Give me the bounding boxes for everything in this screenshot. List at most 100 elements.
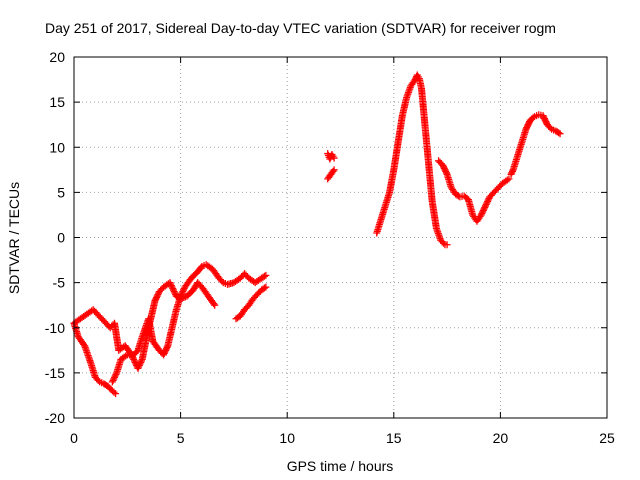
data-point-marker xyxy=(130,357,138,365)
data-point xyxy=(539,112,547,120)
data-point xyxy=(112,390,120,398)
data-point-marker xyxy=(122,352,130,360)
data-point-marker xyxy=(112,370,120,378)
data-point-marker xyxy=(329,167,337,175)
y-tick-label: 5 xyxy=(57,184,65,200)
data-point-marker xyxy=(160,349,168,357)
data-point xyxy=(507,170,515,178)
data-point-marker xyxy=(178,289,186,297)
data-point-marker xyxy=(440,163,448,171)
data-point-marker xyxy=(111,373,119,381)
data-point xyxy=(481,202,489,210)
data-point xyxy=(439,161,447,169)
data-point xyxy=(262,283,270,291)
data-point-marker xyxy=(162,346,170,354)
y-tick-label: -20 xyxy=(45,410,65,426)
data-point-marker xyxy=(503,176,511,184)
data-point xyxy=(505,175,513,183)
data-marks xyxy=(70,71,564,398)
axis-ticks xyxy=(73,56,608,419)
data-point xyxy=(443,241,451,249)
data-point-marker xyxy=(153,292,161,300)
data-point-marker xyxy=(540,115,548,123)
y-tick-label: 15 xyxy=(49,94,65,110)
data-point-marker xyxy=(136,360,144,368)
data-point-marker xyxy=(481,203,489,211)
data-point-marker xyxy=(167,282,175,290)
data-point-marker xyxy=(170,288,178,296)
data-point-marker xyxy=(137,358,145,366)
data-point-marker xyxy=(523,122,531,130)
data-point-marker xyxy=(168,283,176,291)
data-point-marker xyxy=(523,124,531,132)
data-point-marker xyxy=(483,199,491,207)
data-point xyxy=(330,154,338,162)
y-tick-label: -15 xyxy=(45,365,65,381)
data-point xyxy=(262,271,270,279)
data-point-marker xyxy=(524,121,532,129)
data-point-marker xyxy=(154,291,162,299)
data-point-marker xyxy=(542,118,550,126)
data-point-marker xyxy=(540,113,548,121)
y-tick-label: 10 xyxy=(49,139,65,155)
data-point-marker xyxy=(210,300,218,308)
data-point xyxy=(177,292,185,300)
data-point-marker xyxy=(162,345,170,353)
data-point-marker xyxy=(441,166,449,174)
chart-title: Day 251 of 2017, Sidereal Day-to-day VTE… xyxy=(45,20,556,36)
data-point-marker xyxy=(508,169,516,177)
grid xyxy=(74,57,607,418)
data-point-marker xyxy=(479,206,487,214)
y-tick-label: 20 xyxy=(49,49,65,65)
x-tick-label: 0 xyxy=(70,430,78,446)
data-point-marker xyxy=(442,169,450,177)
data-point-marker xyxy=(171,289,179,297)
data-point-marker xyxy=(440,164,448,172)
data-point xyxy=(166,279,174,287)
data-point-marker xyxy=(484,196,492,204)
y-tick-label: -10 xyxy=(45,320,65,336)
x-tick-label: 5 xyxy=(177,430,185,446)
data-point-marker xyxy=(138,357,146,365)
data-point-marker xyxy=(163,343,171,351)
x-tick-label: 20 xyxy=(493,430,509,446)
x-tick-label: 10 xyxy=(279,430,295,446)
data-point-marker xyxy=(135,363,143,371)
y-tick-labels: -20 -15 -10 -5 0 5 10 15 20 xyxy=(45,49,65,426)
data-point-marker xyxy=(525,119,533,127)
data-point xyxy=(160,351,168,359)
data-point-marker xyxy=(169,285,177,293)
data-point-marker xyxy=(135,361,143,369)
data-point-marker xyxy=(179,288,187,296)
y-axis-label: SDTVAR / TECUs xyxy=(6,182,22,294)
x-tick-label: 15 xyxy=(386,430,402,446)
x-tick-label: 25 xyxy=(599,430,615,446)
data-point-marker xyxy=(508,167,516,175)
data-point-marker xyxy=(479,208,487,216)
data-point-marker xyxy=(440,239,448,247)
data-point-marker xyxy=(94,376,102,384)
data-point xyxy=(330,166,338,174)
data-point-marker xyxy=(484,197,492,205)
data-point xyxy=(522,125,530,133)
data-point-marker xyxy=(442,167,450,175)
data-point-marker xyxy=(555,129,563,137)
data-point-marker xyxy=(529,114,537,122)
data-point-marker xyxy=(110,388,118,396)
data-point-marker xyxy=(152,294,160,302)
data-point-marker xyxy=(111,372,119,380)
data-point-marker xyxy=(478,209,486,217)
data-point-marker xyxy=(480,205,488,213)
data-point-marker xyxy=(541,116,549,124)
data-point-marker xyxy=(167,280,175,288)
data-point xyxy=(556,130,564,138)
data-point-marker xyxy=(179,286,187,294)
data-point-marker xyxy=(260,272,268,280)
data-point-marker xyxy=(169,286,177,294)
data-point-marker xyxy=(152,295,160,303)
data-point-marker xyxy=(129,354,137,362)
data-point xyxy=(151,297,159,305)
data-point-marker xyxy=(80,340,88,348)
data-point xyxy=(477,211,485,219)
